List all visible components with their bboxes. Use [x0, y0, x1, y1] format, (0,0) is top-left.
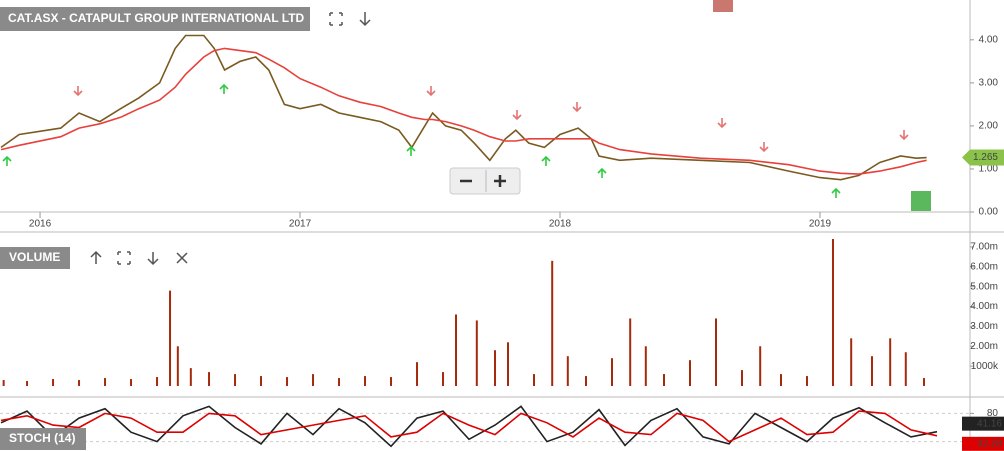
volume-bar [260, 376, 263, 386]
buy-badge [911, 191, 931, 211]
volume-bar [364, 376, 367, 386]
series-line [0, 410, 938, 443]
y-tick-label: 4.00m [970, 301, 998, 312]
volume-bar [629, 318, 632, 386]
last-value-box [962, 436, 1004, 451]
volume-bar [78, 380, 81, 386]
volume-bar [551, 260, 554, 386]
volume-bar [850, 338, 853, 386]
volume-bar [533, 374, 536, 386]
volume-bar [740, 370, 743, 386]
volume-bar [390, 377, 393, 386]
volume-bar [475, 320, 478, 386]
y-tick-label: 1000k [971, 361, 999, 372]
volume-bar [714, 318, 717, 386]
y-tick-label: 4.00 [979, 34, 999, 45]
zoom-control[interactable] [449, 167, 521, 195]
y-tick-label: 2.00 [979, 121, 999, 132]
volume-toolbar[interactable] [90, 250, 188, 266]
y-tick-label: 0.00 [979, 207, 999, 218]
volume-bar [234, 374, 237, 386]
volume-bar [831, 238, 834, 386]
volume-bar [662, 374, 665, 386]
y-tick-label: 2.00m [970, 341, 998, 352]
stoch-title: STOCH (14) [9, 431, 75, 445]
volume-bar [26, 381, 29, 386]
last-value-label: 32.28 [977, 438, 1002, 449]
signal-arrows [2, 83, 909, 198]
series-line [0, 405, 938, 448]
volume-bar [922, 378, 925, 386]
volume-bar [566, 356, 569, 386]
stoch-chip [0, 428, 86, 450]
y-tick-label: 6.00m [970, 261, 998, 272]
volume-bar [104, 378, 107, 386]
volume-bar [189, 368, 192, 386]
x-tick-label: 2017 [289, 219, 312, 230]
series-line [0, 47, 927, 175]
toolbar[interactable] [329, 12, 371, 27]
chart-title: CAT.ASX - CATAPULT GROUP INTERNATIONAL L… [8, 11, 305, 25]
last-price-label: 1.265 [973, 152, 998, 163]
volume-bar [2, 380, 5, 386]
volume-bar [585, 376, 588, 386]
x-tick-label: 2018 [549, 219, 572, 230]
volume-bar [312, 374, 315, 386]
x-tick-label: 2016 [29, 219, 52, 230]
volume-bar [904, 352, 907, 386]
y-tick-label: 7.00m [970, 242, 998, 253]
y-tick-label: 80 [987, 408, 999, 419]
title-chip [0, 7, 310, 31]
volume-bar [611, 358, 614, 386]
volume-bar [644, 346, 647, 386]
last-value-box [962, 416, 1004, 431]
volume-bar [870, 356, 873, 386]
volume-chip [0, 247, 70, 269]
volume-bar [889, 338, 892, 386]
volume-bar [494, 350, 497, 386]
volume-bar [805, 376, 808, 386]
sell-badge [713, 0, 733, 12]
y-tick-label: 3.00 [979, 78, 999, 89]
volume-bar [176, 346, 179, 386]
volume-bar [338, 378, 341, 386]
volume-bar [130, 379, 133, 386]
volume-bar [416, 362, 419, 386]
volume-bar [759, 346, 762, 386]
y-tick-label: 1.00 [979, 164, 999, 175]
volume-bar [688, 360, 691, 386]
volume-bar [507, 342, 510, 386]
volume-bar [286, 377, 289, 386]
x-tick-label: 2019 [809, 219, 832, 230]
volume-bar [52, 379, 55, 386]
volume-bar [779, 374, 782, 386]
volume-bar [156, 377, 159, 386]
last-value-label: 41.16 [977, 418, 1002, 429]
volume-bar [455, 314, 458, 386]
volume-bar [169, 290, 172, 386]
volume-bar [442, 372, 445, 386]
y-tick-label: 5.00m [970, 281, 998, 292]
plots: 0.00 1.00 2.00 3.00 4.00 2016 2017 2018 2019 1.26… [0, 34, 1004, 451]
last-price-flag [962, 149, 1004, 166]
y-tick-label: 3.00m [970, 321, 998, 332]
volume-bar [208, 372, 211, 386]
volume-title: VOLUME [9, 250, 60, 264]
